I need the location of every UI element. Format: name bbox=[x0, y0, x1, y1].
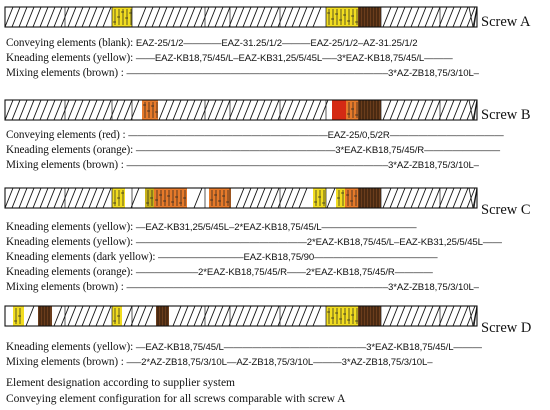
row-label: Conveying elements (blank): bbox=[6, 37, 134, 49]
screw-d-label: Screw D bbox=[481, 320, 532, 336]
screw-a-label: Screw A bbox=[481, 14, 531, 30]
screw-a-bar bbox=[4, 6, 478, 28]
screw-c-row-4: Kneading elements (orange): ——————–2*EAZ… bbox=[6, 266, 433, 279]
row-code: —————————————————————EAZ-25/0,5/2R——————… bbox=[128, 130, 504, 141]
row-label: Kneading elements (yellow): bbox=[6, 221, 134, 233]
screw-b-label: Screw B bbox=[481, 107, 531, 123]
brown-element-segment bbox=[358, 7, 381, 27]
screw-c-label: Screw C bbox=[481, 202, 531, 218]
yellow-element-segment bbox=[336, 188, 345, 208]
row-code: —————————————————————3*EAZ-KB18,75/45/R—… bbox=[135, 145, 501, 156]
screw-d-row-2: Mixing elements (brown) : —–2*AZ-ZB18,75… bbox=[6, 356, 433, 369]
row-code: ———————————————————————————–3*AZ-ZB18,75… bbox=[126, 68, 479, 79]
row-label: Mixing elements (brown) : bbox=[6, 356, 124, 368]
row-label: Kneading elements (yellow): bbox=[6, 236, 134, 248]
dark_yellow-element-segment bbox=[145, 188, 154, 208]
row-label: Kneading elements (yellow): bbox=[6, 341, 134, 353]
screw-b-row-3: Mixing elements (brown) : ——————————————… bbox=[6, 159, 479, 172]
screw-c-bar bbox=[4, 187, 478, 209]
screw-c-row-5: Mixing elements (brown) : ——————————————… bbox=[6, 281, 479, 294]
brown-element-segment bbox=[38, 306, 52, 326]
screw-b-row-1: Conveying elements (red) : —————————————… bbox=[6, 129, 504, 142]
orange-element-segment bbox=[346, 100, 358, 120]
screw-b-row-2: Kneading elements (orange): ————————————… bbox=[6, 144, 500, 157]
row-code: —————————EAZ-KB18,75/90————————————— bbox=[158, 252, 438, 263]
brown-element-segment bbox=[156, 306, 169, 326]
screw-a-row-1: Conveying elements (blank): EAZ-25/1/2——… bbox=[6, 37, 418, 50]
row-code: ———————————————————————————–3*AZ-ZB18,75… bbox=[126, 282, 479, 293]
row-code: —EAZ-KB18,75/45/L———————————————3*EAZ-KB… bbox=[135, 342, 482, 353]
screw-a-row-3: Mixing elements (brown) : ——————————————… bbox=[6, 67, 479, 80]
row-code: EAZ-25/1/2————EAZ-31.25/1/2———EAZ-25/1/2… bbox=[135, 38, 418, 49]
screw-c-row-2: Kneading elements (yellow): ————————————… bbox=[6, 236, 502, 249]
row-code: ——————–2*EAZ-KB18,75/45/R——2*EAZ-KB18,75… bbox=[135, 267, 433, 278]
footnote-1: Element designation according to supplie… bbox=[6, 377, 235, 389]
row-label: Kneading elements (orange): bbox=[6, 144, 134, 156]
orange-element-segment bbox=[154, 188, 187, 208]
screw-a-row-2: Kneading elements (yellow): ——EAZ-KB18,7… bbox=[6, 52, 453, 65]
screw-b-bar bbox=[4, 99, 478, 121]
row-label: Mixing elements (brown) : bbox=[6, 281, 124, 293]
brown-element-segment bbox=[358, 100, 381, 120]
screw-c-row-1: Kneading elements (yellow): —EAZ-KB31,25… bbox=[6, 221, 417, 234]
brown-element-segment bbox=[358, 306, 381, 326]
row-code: —–2*AZ-ZB18,75/3/10L—AZ-ZB18,75/3/10L———… bbox=[126, 357, 433, 368]
screw-d-row-1: Kneading elements (yellow): —EAZ-KB18,75… bbox=[6, 341, 482, 354]
yellow-element-segment bbox=[326, 7, 350, 27]
row-label: Kneading elements (dark yellow): bbox=[6, 251, 156, 263]
row-code: ———————————————————————————–3*AZ-ZB18,75… bbox=[126, 160, 479, 171]
yellow-element-segment bbox=[350, 7, 358, 27]
row-label: Kneading elements (orange): bbox=[6, 266, 134, 278]
row-label: Mixing elements (brown) : bbox=[6, 159, 124, 171]
row-label: Kneading elements (yellow): bbox=[6, 52, 134, 64]
red-element-segment bbox=[332, 100, 346, 120]
brown-element-segment bbox=[358, 188, 381, 208]
screw-d-bar bbox=[4, 305, 478, 327]
footnote-2: Conveying element configuration for all … bbox=[6, 393, 346, 405]
row-code: —EAZ-KB31,25/5/45L–2*EAZ-KB18,75/45/L———… bbox=[135, 222, 417, 233]
orange-element-segment bbox=[142, 100, 158, 120]
screw-c-row-3: Kneading elements (dark yellow): ———————… bbox=[6, 251, 438, 264]
row-label: Conveying elements (red) : bbox=[6, 129, 126, 141]
row-label: Mixing elements (brown) : bbox=[6, 67, 124, 79]
row-code: ——EAZ-KB18,75/45/L–EAZ-KB31,25/5/45L—–3*… bbox=[135, 53, 453, 64]
row-code: ——————————————————2*EAZ-KB18,75/45/L–EAZ… bbox=[135, 237, 502, 248]
yellow-element-segment bbox=[346, 306, 358, 326]
